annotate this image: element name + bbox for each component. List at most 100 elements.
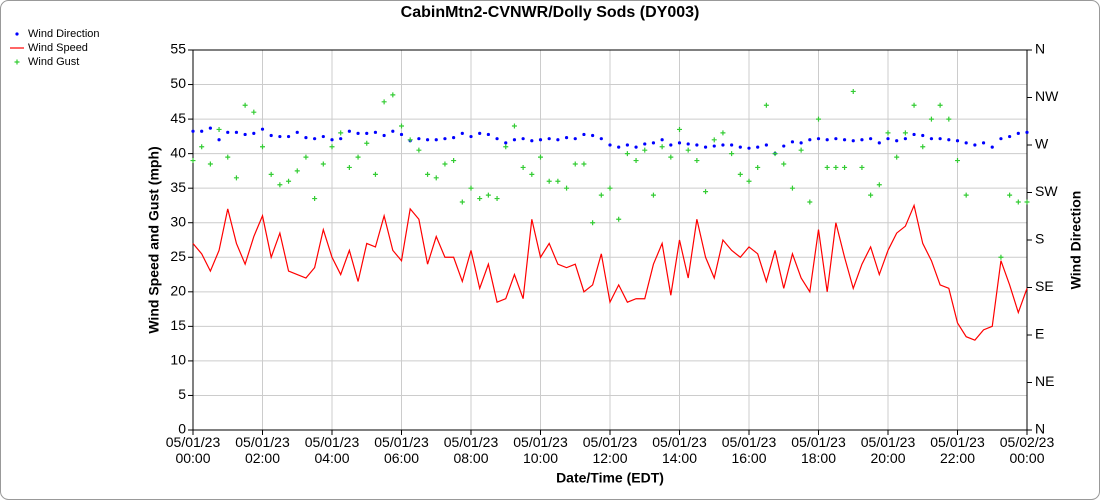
- point: [624, 151, 630, 157]
- y-tick-label: 5: [178, 386, 186, 402]
- point: [669, 143, 673, 147]
- y2-tick-label: SW: [1035, 183, 1058, 199]
- point: [268, 171, 274, 177]
- point: [407, 137, 413, 143]
- point: [225, 154, 231, 160]
- x-tick-label: 05/01/23 06:00: [374, 434, 429, 466]
- point: [756, 145, 760, 149]
- point: [294, 168, 300, 174]
- x-tick-label: 05/01/23 20:00: [860, 434, 916, 466]
- point: [485, 192, 491, 198]
- point: [530, 139, 534, 143]
- point: [1024, 199, 1030, 205]
- point: [764, 143, 768, 147]
- point: [824, 164, 830, 170]
- legend-marker: [15, 32, 19, 36]
- point: [895, 139, 899, 143]
- point: [599, 137, 603, 141]
- point: [243, 132, 247, 137]
- point: [807, 199, 813, 205]
- point: [546, 178, 552, 184]
- point: [938, 137, 942, 141]
- point: [911, 102, 917, 108]
- point: [477, 196, 483, 202]
- x-tick-label: 05/01/23 18:00: [791, 434, 846, 466]
- point: [746, 178, 752, 184]
- point: [199, 144, 205, 150]
- x-tick-label: 05/01/23 04:00: [304, 434, 360, 466]
- point: [503, 144, 509, 150]
- point: [573, 137, 577, 141]
- point: [747, 146, 751, 150]
- legend-label: Wind Speed: [28, 42, 88, 54]
- legend-label: Wind Direction: [28, 28, 100, 40]
- point: [816, 116, 821, 122]
- point: [981, 141, 986, 145]
- point: [582, 132, 586, 137]
- point: [251, 109, 257, 115]
- point: [833, 164, 839, 170]
- point: [304, 136, 308, 140]
- point: [859, 164, 865, 170]
- point: [564, 185, 570, 191]
- point: [651, 141, 656, 145]
- point: [1007, 192, 1013, 198]
- point: [347, 129, 351, 133]
- point: [781, 161, 787, 167]
- point: [321, 134, 325, 139]
- point: [886, 137, 890, 141]
- y-tick-label: 0: [178, 421, 186, 437]
- point: [685, 147, 691, 153]
- point: [460, 131, 464, 135]
- point: [860, 138, 864, 142]
- point: [955, 158, 960, 164]
- point: [677, 141, 682, 145]
- y2-tick-label: N: [1035, 41, 1045, 57]
- point: [295, 130, 299, 134]
- y2-axis-title: Wind Direction: [1068, 191, 1084, 290]
- point: [912, 132, 916, 137]
- point: [894, 154, 900, 160]
- point: [468, 185, 474, 191]
- point: [625, 143, 629, 147]
- point: [694, 158, 700, 164]
- point: [226, 130, 230, 134]
- point: [191, 129, 195, 133]
- point: [190, 158, 196, 164]
- y-tick-label: 25: [170, 248, 186, 264]
- point: [469, 134, 473, 139]
- point: [973, 143, 977, 147]
- point: [538, 138, 543, 142]
- point: [451, 158, 457, 164]
- point: [303, 154, 309, 160]
- point: [495, 137, 499, 141]
- y-tick-label: 20: [170, 283, 186, 299]
- point: [233, 175, 239, 181]
- x-tick-label: 05/01/23 16:00: [721, 434, 777, 466]
- y-tick-label: 15: [170, 317, 186, 333]
- point: [790, 140, 795, 144]
- point: [416, 147, 422, 153]
- point: [1015, 199, 1021, 205]
- point: [555, 178, 561, 184]
- point: [842, 138, 847, 142]
- point: [851, 139, 855, 143]
- point: [842, 164, 848, 170]
- point: [825, 138, 829, 142]
- point: [277, 182, 283, 188]
- point: [478, 131, 482, 135]
- point: [782, 144, 786, 148]
- point: [286, 134, 291, 139]
- point: [955, 139, 960, 143]
- point: [798, 147, 804, 153]
- point: [443, 137, 447, 141]
- point: [711, 137, 717, 143]
- point: [459, 199, 465, 205]
- point: [642, 147, 648, 153]
- point: [572, 161, 578, 167]
- y2-tick-label: S: [1035, 231, 1044, 247]
- point: [677, 126, 682, 132]
- point: [590, 220, 596, 226]
